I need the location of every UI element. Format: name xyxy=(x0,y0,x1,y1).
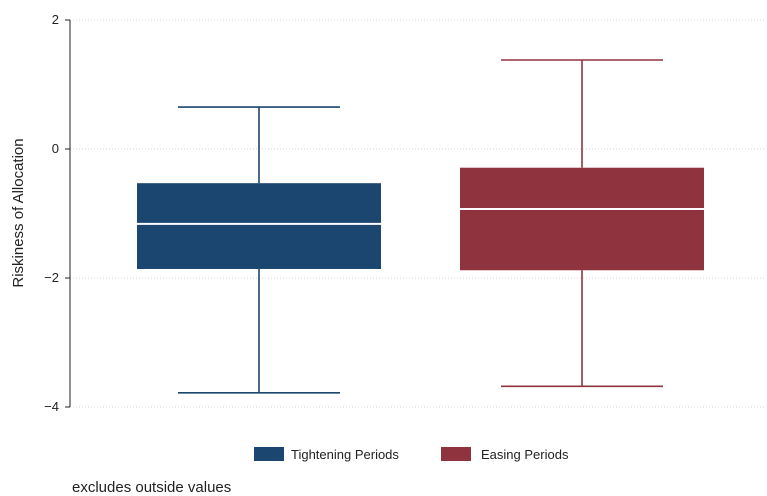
box-0 xyxy=(137,106,381,394)
y-tick-label-3: −4 xyxy=(44,399,59,414)
legend-label-1: Easing Periods xyxy=(481,447,569,462)
y-axis-label: Riskiness of Allocation xyxy=(10,138,27,287)
legend-swatch-0 xyxy=(254,447,284,461)
box-body-1 xyxy=(460,167,704,271)
y-tick-label-2: −2 xyxy=(44,270,59,285)
y-tick-label-0: 2 xyxy=(52,12,59,27)
box-body-0 xyxy=(137,183,381,269)
legend-label-0: Tightening Periods xyxy=(291,447,399,462)
legend: Tightening Periods Easing Periods xyxy=(254,447,569,462)
legend-swatch-1 xyxy=(441,447,471,461)
y-tick-label-1: 0 xyxy=(52,141,59,156)
chart-note: excludes outside values xyxy=(72,479,231,496)
box-1 xyxy=(460,59,704,388)
y-axis: 2 0 −2 −4 xyxy=(44,12,71,414)
boxes xyxy=(137,59,704,394)
